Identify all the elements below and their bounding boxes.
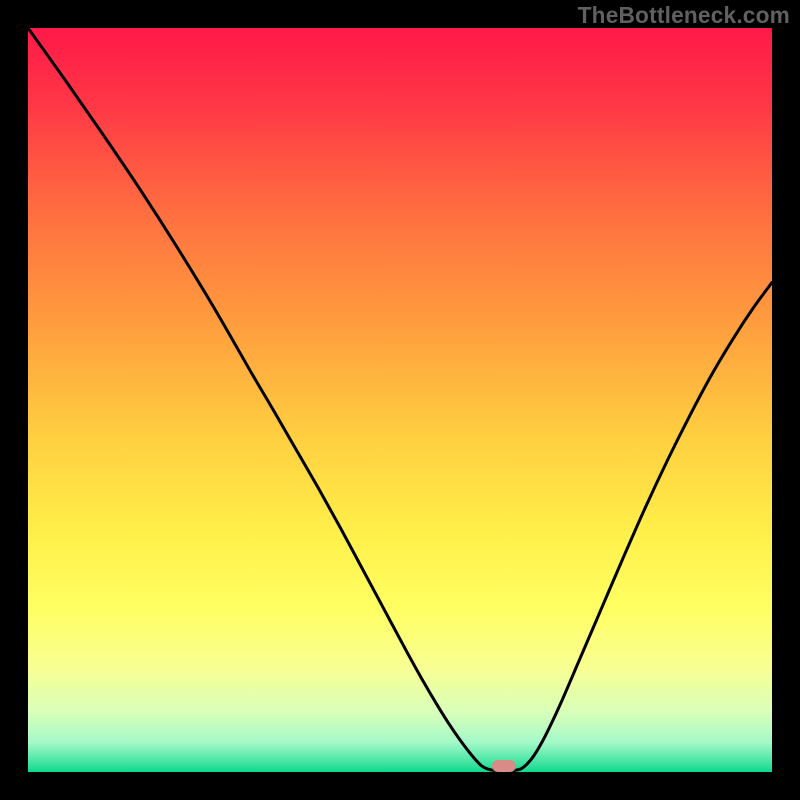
plot-svg (28, 28, 772, 772)
optimal-point-marker (492, 760, 516, 772)
plot-area (28, 28, 772, 772)
bottleneck-curve (28, 28, 772, 771)
canvas-root: TheBottleneck.com (0, 0, 800, 800)
watermark-text: TheBottleneck.com (578, 2, 790, 29)
